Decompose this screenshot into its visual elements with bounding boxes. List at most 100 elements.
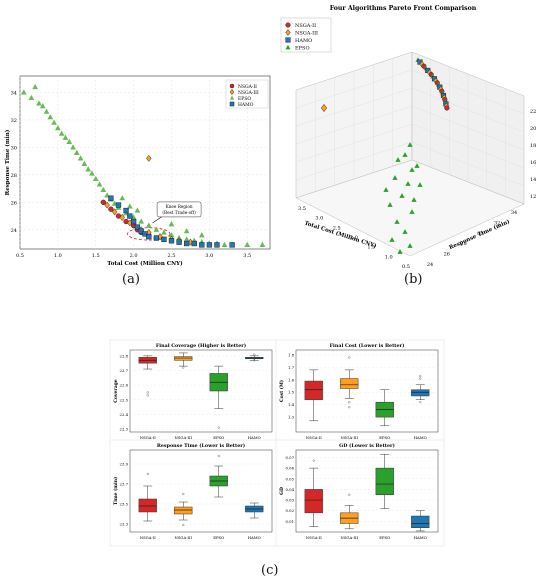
- y-tick-label: 34: [511, 210, 517, 216]
- data-point-hamo: [108, 195, 114, 201]
- y-tick-label: 22.5: [120, 397, 129, 402]
- data-point-epso: [77, 155, 84, 161]
- legend-label: EPSO: [238, 96, 251, 102]
- data-point-epso: [58, 130, 65, 136]
- data-point-epso: [126, 203, 133, 209]
- outlier-point: [312, 459, 315, 462]
- x-tick-label: HAMO: [414, 535, 427, 540]
- data-point-hamo: [134, 224, 141, 230]
- data-point-hamo: [214, 242, 220, 248]
- data-point-hamo: [161, 236, 167, 243]
- legend-label: HAMO: [295, 38, 312, 44]
- plot-area: [129, 349, 273, 433]
- x-tick-label: 3.0: [205, 253, 213, 259]
- data-point-epso: [134, 207, 141, 213]
- legend-marker-epso: [229, 95, 235, 100]
- x-tick-label: 3.5: [243, 253, 251, 259]
- data-point-epso: [138, 218, 145, 224]
- data-point-hamo: [130, 218, 137, 225]
- gridline-3d: [295, 69, 413, 109]
- legend-label: EPSO: [295, 46, 310, 52]
- outlier-point: [348, 406, 351, 409]
- scatter-2d-panel: 0.5 1.0 1.5 2.0 2.5 3.0 3.5 24 26 28 30 32 34 Total C…: [4, 75, 271, 267]
- x-tick-label: 1.0: [54, 253, 62, 259]
- box-epso: [375, 467, 394, 495]
- outlier-point: [182, 492, 185, 496]
- y-tick-label: 26: [11, 200, 17, 206]
- y-tick-label: 24: [427, 262, 433, 268]
- y-tick-label: 24: [11, 228, 17, 234]
- x-tick-label: NSGA-III: [175, 435, 193, 440]
- x-tick-label: 1.0: [385, 254, 393, 260]
- outlier-point: [253, 353, 256, 356]
- data-point-epso: [39, 103, 46, 109]
- data-point-nsga-iii: [320, 103, 328, 113]
- outlier-point: [348, 493, 351, 496]
- data-point-hamo: [123, 207, 129, 214]
- data-point-epso: [407, 243, 413, 248]
- data-point-epso: [409, 209, 415, 214]
- y-tick-label: 22.4: [120, 412, 129, 417]
- x-tick-label: 3.0: [315, 216, 323, 222]
- legend-label: NSGA-III: [238, 90, 259, 96]
- outlier-point: [182, 523, 185, 527]
- data-point-epso: [47, 114, 54, 120]
- subplot-title: Response Time (Lower is Better): [157, 442, 245, 449]
- x-tick-label: 2.0: [130, 253, 138, 259]
- box-nsga-iii: [174, 506, 193, 515]
- box-nsga-ii: [304, 489, 323, 514]
- z-tick-label: 22: [530, 109, 536, 115]
- label-b: (b): [404, 272, 423, 287]
- data-point-epso: [20, 89, 27, 95]
- box-hamo: [411, 389, 430, 397]
- x-tick-label: EPSO: [379, 435, 390, 440]
- x-tick-label: NSGA-II: [306, 535, 322, 540]
- y-tick-label: 1.3: [288, 415, 295, 420]
- outlier-point: [419, 377, 422, 380]
- legend-marker-nsga-ii: [285, 22, 291, 28]
- y-tick-label: 22.7: [120, 368, 129, 373]
- y-tick-label: 30: [477, 231, 483, 237]
- data-point-hamo: [229, 242, 235, 248]
- data-point-nsga-iii: [104, 201, 110, 209]
- scatter-3d-panel: Four Algorithms Pareto Front Comparison 1…: [280, 5, 536, 270]
- y-tick-label: 0.02: [286, 508, 295, 513]
- data-point-epso: [392, 175, 398, 180]
- data-point-epso: [198, 232, 205, 238]
- data-point-epso: [153, 226, 160, 232]
- y-axis-label: GD: [279, 487, 285, 495]
- y-tick-label: 1.6: [288, 377, 295, 382]
- legend-marker-nsga-iii: [285, 29, 291, 36]
- x-tick-label: NSGA-II: [140, 435, 156, 440]
- data-point-epso: [89, 170, 95, 176]
- outlier-point: [348, 356, 351, 359]
- box-hamo: [411, 515, 430, 528]
- data-point-epso: [414, 163, 420, 168]
- y-tick-label: 0.06: [286, 466, 295, 471]
- x-tick-label: 0.5: [402, 264, 410, 270]
- data-point-epso: [43, 108, 50, 114]
- data-point-epso: [36, 100, 42, 106]
- data-point-epso: [407, 142, 413, 147]
- data-point-epso: [244, 241, 251, 247]
- outlier-point: [348, 401, 351, 404]
- outlier-point: [419, 374, 422, 378]
- x-tick-label: NSGA-II: [306, 435, 322, 440]
- data-point-hamo: [142, 231, 148, 237]
- annotation-box: [156, 201, 202, 218]
- outlier-point: [253, 359, 256, 362]
- y-tick-label: 0.03: [286, 498, 295, 503]
- data-point-hamo: [176, 239, 182, 245]
- y-tick-label: 23.3: [120, 522, 129, 527]
- z-tick-label: 12: [530, 194, 536, 200]
- data-point-epso: [145, 222, 152, 228]
- gridline-3d: [295, 141, 413, 181]
- data-point-hamo: [138, 228, 144, 234]
- y-tick-label: 0.05: [286, 476, 295, 481]
- gridline-3d: [295, 123, 413, 163]
- data-point-hamo: [206, 242, 213, 248]
- x-tick-label: NSGA-III: [175, 535, 193, 540]
- y-tick-label: 28: [460, 241, 466, 247]
- data-point-epso: [92, 175, 99, 182]
- y-tick-label: 0.07: [286, 455, 295, 460]
